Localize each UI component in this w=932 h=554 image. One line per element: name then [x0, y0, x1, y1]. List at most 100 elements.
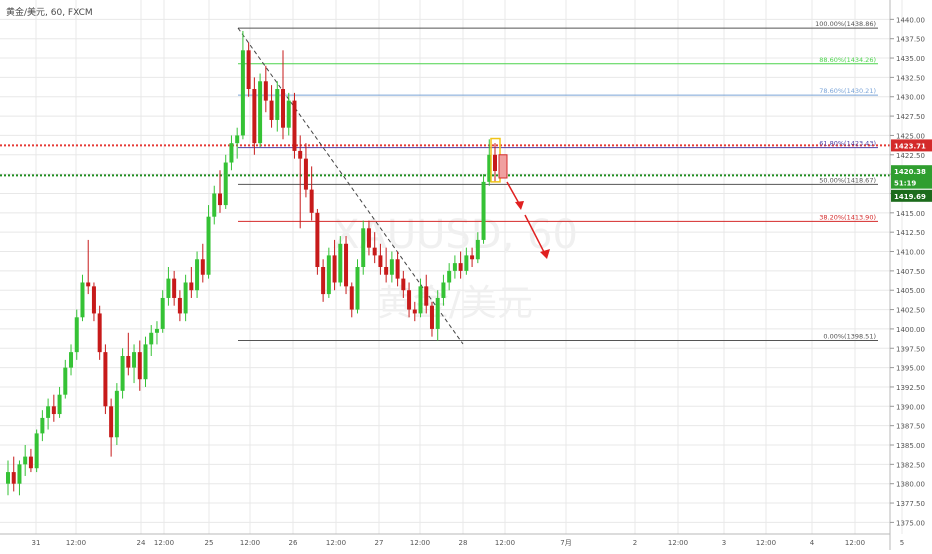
- price-tick-label: 1382.50: [896, 461, 925, 469]
- candle-body: [447, 270, 452, 283]
- candle-body: [132, 352, 137, 368]
- candle-body: [97, 313, 102, 353]
- price-badge-label: 1420.38: [894, 168, 926, 176]
- annotations[interactable]: [490, 137, 550, 259]
- candle-body: [143, 344, 148, 380]
- time-tick-label: 28: [459, 539, 468, 547]
- candle-body: [395, 259, 400, 279]
- candle-body: [361, 228, 366, 267]
- price-tick-label: 1392.50: [896, 384, 925, 392]
- price-tick-label: 1400.00: [896, 326, 925, 334]
- candle-body: [424, 286, 429, 306]
- price-badge-label: 1423.71: [894, 142, 926, 150]
- price-tick-label: 1440.00: [896, 16, 925, 24]
- candle-body: [252, 89, 257, 144]
- time-tick-label: 12:00: [495, 539, 515, 547]
- candle-body: [321, 267, 326, 295]
- fibonacci-retracement[interactable]: 100.00%(1438.86) 88.60%(1434.26) 78.60%(14…: [238, 20, 878, 341]
- time-tick-label: 12:00: [326, 539, 346, 547]
- candle-body: [303, 158, 308, 190]
- time-tick-label: 25: [205, 539, 214, 547]
- price-tick-label: 1430.00: [896, 94, 925, 102]
- candle-body: [338, 243, 343, 283]
- time-tick-label: 12:00: [410, 539, 430, 547]
- candle-body: [332, 255, 337, 283]
- candle-body: [74, 317, 79, 353]
- price-badge-label: 1419.69: [894, 193, 926, 201]
- candle-body: [470, 255, 475, 260]
- time-tick-label: 5: [900, 539, 904, 547]
- candle-body: [46, 406, 51, 418]
- candle-body: [286, 100, 291, 128]
- time-axis[interactable]: 31 12:00 24 12:00 25 12:00 26 12:00 27 12:00 28 12:…: [0, 533, 904, 547]
- candle-body: [23, 456, 28, 465]
- price-badge-label: 51:19: [894, 180, 916, 188]
- price-axis[interactable]: 1440.00 1437.50 1435.00 1432.50 1430.00 1427.…: [889, 0, 932, 550]
- candle-body: [57, 394, 62, 415]
- candle-body: [200, 259, 205, 275]
- candle-body: [177, 297, 182, 314]
- candle-body: [298, 150, 303, 159]
- candle-body: [229, 143, 234, 163]
- price-badge: [891, 176, 932, 189]
- fib-level-label: 61.80%(1423.43): [819, 140, 876, 148]
- symbol-title: 黄金/美元, 60, FXCM: [6, 8, 93, 18]
- price-badge: [891, 139, 932, 152]
- candle-body: [435, 297, 440, 329]
- fib-level-label: 78.60%(1430.21): [819, 87, 876, 95]
- candle-body: [389, 259, 394, 275]
- candle-body: [149, 332, 154, 345]
- time-tick-label: 12:00: [756, 539, 776, 547]
- price-tick-label: 1435.00: [896, 55, 925, 63]
- candle-body: [458, 263, 463, 271]
- candle-body: [103, 352, 108, 407]
- price-tick-label: 1422.50: [896, 152, 925, 160]
- candle-body: [109, 406, 114, 438]
- price-tick-label: 1427.50: [896, 113, 925, 121]
- fib-level-label: 100.00%(1438.86): [815, 20, 876, 28]
- time-tick-label: 7月: [560, 539, 571, 547]
- down-arrow-2: [524, 214, 547, 257]
- candle-body: [475, 239, 480, 260]
- down-arrow-2-head: [540, 249, 550, 259]
- candle-body: [407, 290, 412, 310]
- price-tick-label: 1390.00: [896, 403, 925, 411]
- candle-body: [212, 193, 217, 217]
- candle-body: [217, 193, 222, 206]
- price-tick-label: 1375.00: [896, 519, 925, 527]
- fib-level-label: 38.20%(1413.90): [819, 213, 876, 221]
- candle-body: [452, 263, 457, 271]
- candle-body: [80, 282, 85, 318]
- horizontal-lines[interactable]: [0, 144, 890, 177]
- candle-body: [28, 456, 33, 469]
- price-tick-label: 1412.50: [896, 229, 925, 237]
- candle-body: [120, 356, 125, 391]
- candle-body: [166, 278, 171, 298]
- candle-body: [160, 297, 165, 329]
- candle-body: [114, 390, 119, 438]
- candle-body: [263, 81, 268, 101]
- price-tick-label: 1387.50: [896, 423, 925, 431]
- candle-body: [40, 417, 45, 434]
- candles: [6, 30, 497, 496]
- time-tick-label: 27: [375, 539, 384, 547]
- candle-body: [366, 228, 371, 248]
- price-badge: [891, 189, 932, 202]
- candle-body: [189, 282, 194, 291]
- time-tick-label: 12:00: [845, 539, 865, 547]
- candle-body: [292, 100, 297, 151]
- candle-body: [258, 81, 263, 144]
- candle-body: [349, 286, 354, 310]
- time-tick-label: 12:00: [66, 539, 86, 547]
- candle-body: [240, 50, 245, 136]
- candle-body: [137, 352, 142, 380]
- candle-body: [69, 352, 74, 368]
- price-badge: [891, 165, 932, 178]
- candle-body: [378, 255, 383, 267]
- candle-body: [412, 309, 417, 314]
- grid: [0, 0, 903, 534]
- time-tick-label: 2: [633, 539, 637, 547]
- candle-body: [281, 89, 286, 128]
